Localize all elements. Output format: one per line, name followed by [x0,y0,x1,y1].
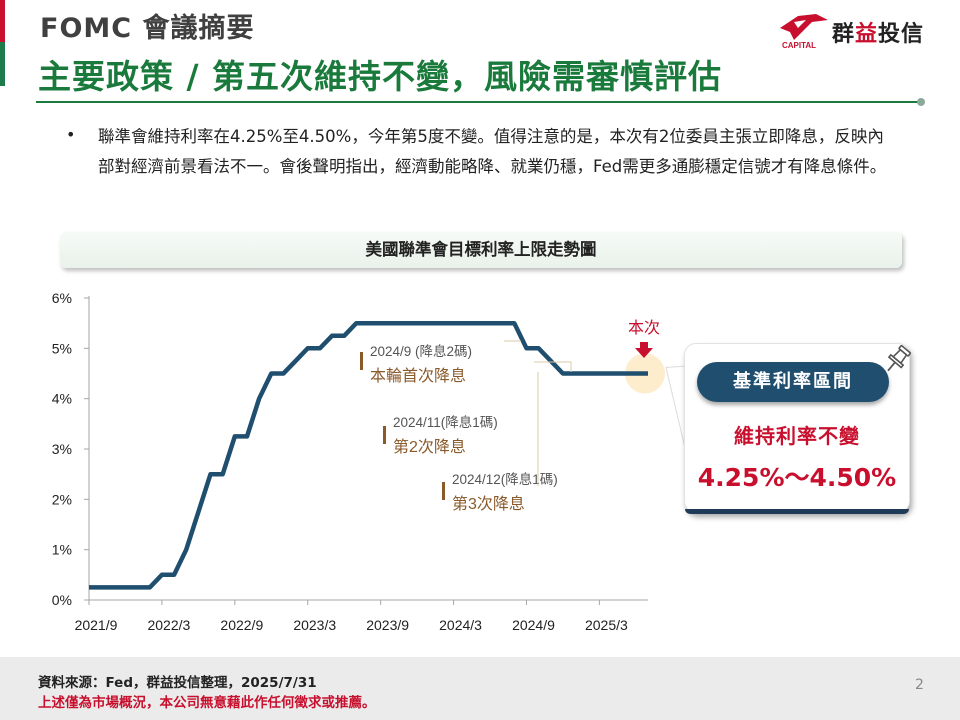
logo-wordmark-part2: 投信 [878,22,925,47]
data-source-note: 資料來源：Fed，群益投信整理，2025/7/31 [38,675,317,691]
callout-rate-range: 4.25%～4.50% [697,463,897,492]
bullet-marker: • [66,125,76,144]
x-tick-label: 2023/3 [293,617,336,633]
page-title: 主要政策 / 第五次維持不變，風險需審慎評估 [38,57,723,96]
annotation-marker-bar [442,482,445,500]
annotation-desc-label: 第3次降息 [452,495,525,513]
y-tick-label: 6% [52,290,72,306]
footer-bar: 資料來源：Fed，群益投信整理，2025/7/31 上述僅為市場概況，本公司無意… [0,657,960,720]
title-divider [36,101,920,103]
annotation-marker-bar [383,426,386,444]
page-number: 2 [915,677,924,693]
annotation-marker-bar [360,352,363,370]
y-tick-label: 0% [52,592,72,608]
title-divider-end-dot [917,98,925,106]
callout-bottom-bar [685,509,909,514]
y-tick-label: 5% [52,340,72,356]
x-tick-label: 2021/9 [75,617,118,633]
x-tick-label: 2025/3 [585,617,628,633]
page-section-title: FOMC 會議摘要 [40,13,255,44]
x-tick-label: 2022/9 [220,617,263,633]
annotation-date-label: 2024/11(降息1碼) [393,414,498,430]
logo-wordmark-part1: 群 [832,22,856,47]
disclaimer-text: 上述僅為市場概況，本公司無意藉此作任何徵求或推薦。 [38,695,376,711]
annotation-date-label: 2024/12(降息1碼) [452,471,558,487]
pushpin-icon [887,345,911,372]
callout-status-text: 維持利率不變 [734,424,860,448]
annotation-desc-label: 本輪首次降息 [370,367,466,385]
annotation-connector [534,361,572,372]
y-tick-label: 1% [52,542,72,558]
capital-logo: CAPITAL 群益投信 [776,10,951,52]
summary-bullet-text: 聯準會維持利率在4.25%至4.50%，今年第5度不變。值得注意的是，本次有2位… [98,127,887,176]
y-tick-label: 4% [52,391,72,407]
side-accent-red [0,0,5,42]
callout-pointer [665,365,687,453]
annotation-desc-label: 第2次降息 [393,438,466,456]
rate-line-chart: 0% 1% 2% 3% 4% 5% 6% 2021/9 2022/3 2022/9 2023/3 20… [52,290,687,633]
x-tick-label: 2024/9 [512,617,555,633]
chart-title-banner: 美國聯準會目標利率上限走勢圖 [60,232,902,268]
callout-pill-label: 基準利率區間 [697,362,889,402]
side-accent-green [0,42,5,86]
logo-wordmark-highlight: 益 [855,22,879,47]
capital-logo-mark-icon: CAPITAL [780,14,828,50]
annotation-date-label: 2024/9 (降息2碼) [370,343,472,359]
y-tick-label: 2% [52,491,72,507]
capital-logo-subtext: CAPITAL [782,41,816,50]
x-tick-label: 2024/3 [439,617,482,633]
rate-series-line [89,320,648,590]
y-tick-label: 3% [52,441,72,457]
current-marker-label: 本次 [628,319,660,337]
down-arrow-icon [635,342,653,358]
x-tick-label: 2023/9 [366,617,409,633]
logo-wordmark: 群益投信 [832,16,924,48]
policy-rate-callout: 基準利率區間 維持利率不變 4.25%～4.50% [684,343,910,514]
x-tick-label: 2022/3 [147,617,190,633]
